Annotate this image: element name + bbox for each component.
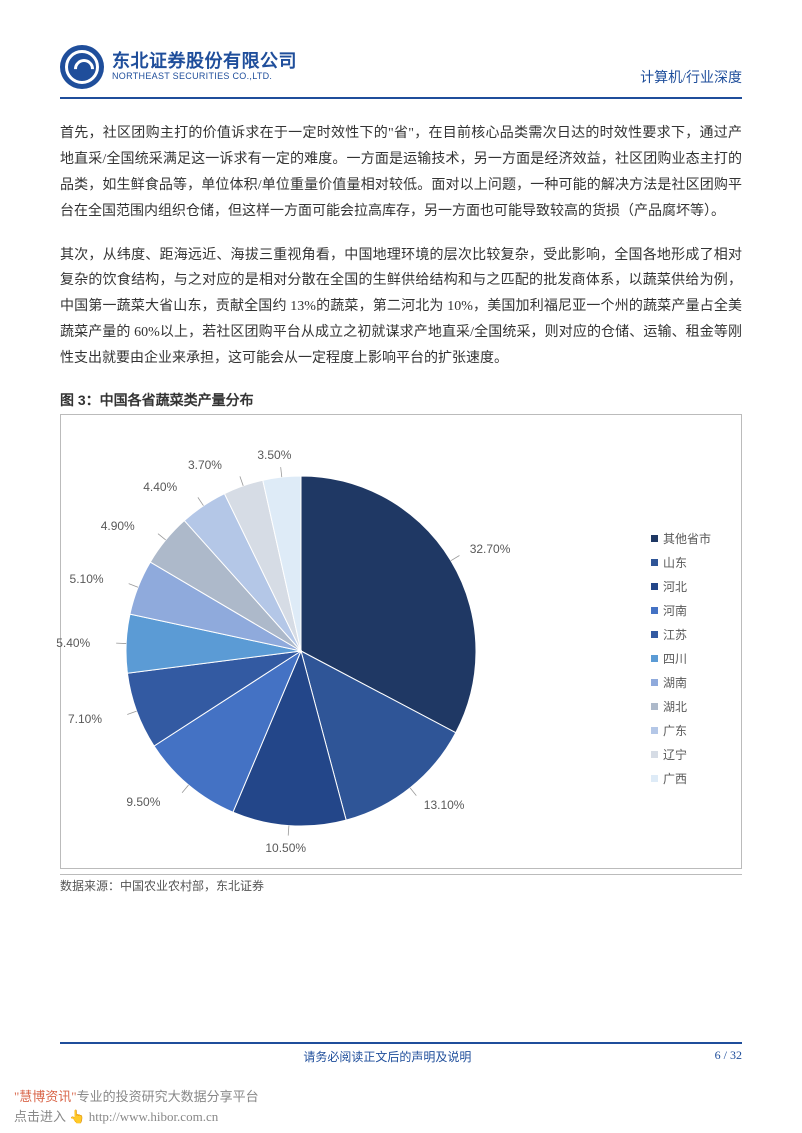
logo-en: NORTHEAST SECURITIES CO.,LTD. [112, 72, 297, 82]
logo-text: 东北证券股份有限公司 NORTHEAST SECURITIES CO.,LTD. [112, 52, 297, 82]
pie-slice-label: 9.50% [126, 795, 160, 809]
paragraph-2: 其次，从纬度、距海远近、海拔三重视角看，中国地理环境的层次比较复杂，受此影响，全… [60, 243, 742, 372]
legend-item: 广东 [651, 722, 711, 739]
legend-item: 山东 [651, 554, 711, 571]
watermark-url: http://www.hibor.com.cn [89, 1109, 219, 1124]
page: 东北证券股份有限公司 NORTHEAST SECURITIES CO.,LTD.… [0, 0, 802, 1133]
legend-label: 湖南 [663, 674, 687, 691]
legend-marker [651, 703, 658, 710]
legend-label: 河南 [663, 602, 687, 619]
legend-label: 江苏 [663, 626, 687, 643]
legend-item: 四川 [651, 650, 711, 667]
legend-label: 广东 [663, 722, 687, 739]
legend-item: 河北 [651, 578, 711, 595]
legend-item: 江苏 [651, 626, 711, 643]
pie-slice-label: 3.70% [188, 458, 222, 472]
legend-item: 河南 [651, 602, 711, 619]
watermark-link-prefix: 点击进入 [14, 1109, 66, 1124]
pie-slice-label: 3.50% [257, 448, 291, 462]
legend-item: 广西 [651, 770, 711, 787]
legend-item: 辽宁 [651, 746, 711, 763]
logo-block: 东北证券股份有限公司 NORTHEAST SECURITIES CO.,LTD. [60, 45, 297, 89]
page-header: 东北证券股份有限公司 NORTHEAST SECURITIES CO.,LTD.… [60, 45, 742, 99]
watermark-link[interactable]: 点击进入 👆 http://www.hibor.com.cn [14, 1106, 218, 1125]
pointer-icon: 👆 [69, 1109, 85, 1124]
pie-slice-label: 10.50% [265, 841, 306, 855]
pie-slice-label: 7.10% [68, 712, 102, 726]
legend-marker [651, 559, 658, 566]
page-footer: 请务必阅读正文后的声明及说明 6 / 32 [60, 1042, 742, 1065]
pie-slice-label: 5.10% [70, 572, 104, 586]
legend-marker [651, 583, 658, 590]
legend-label: 河北 [663, 578, 687, 595]
legend-item: 湖北 [651, 698, 711, 715]
legend-marker [651, 535, 658, 542]
paragraph-1: 首先，社区团购主打的价值诉求在于一定时效性下的"省"，在目前核心品类需次日达的时… [60, 121, 742, 225]
watermark: "慧博资讯"专业的投资研究大数据分享平台 [14, 1086, 259, 1105]
logo-icon [60, 45, 104, 89]
logo-cn: 东北证券股份有限公司 [112, 52, 297, 72]
legend-marker [651, 775, 658, 782]
watermark-text: 专业的投资研究大数据分享平台 [77, 1089, 259, 1104]
legend-label: 其他省市 [663, 530, 711, 547]
legend-marker [651, 727, 658, 734]
legend-item: 湖南 [651, 674, 711, 691]
legend-label: 四川 [663, 650, 687, 667]
pie-slice-label: 4.40% [143, 480, 177, 494]
pie-slice-label: 32.70% [470, 542, 511, 556]
legend-marker [651, 607, 658, 614]
legend-marker [651, 655, 658, 662]
pie-container: 32.70%13.10%10.50%9.50%7.10%5.40%5.10%4.… [91, 435, 511, 855]
pie-chart: 32.70%13.10%10.50%9.50%7.10%5.40%5.10%4.… [60, 414, 742, 869]
legend-label: 广西 [663, 770, 687, 787]
legend-item: 其他省市 [651, 530, 711, 547]
legend-marker [651, 679, 658, 686]
figure-title: 图 3：中国各省蔬菜类产量分布 [60, 390, 742, 410]
legend-label: 辽宁 [663, 746, 687, 763]
legend-label: 山东 [663, 554, 687, 571]
legend-marker [651, 631, 658, 638]
pie-svg [91, 435, 511, 855]
legend-marker [651, 751, 658, 758]
chart-legend: 其他省市山东河北河南江苏四川湖南湖北广东辽宁广西 [651, 530, 711, 794]
footer-disclaimer: 请务必阅读正文后的声明及说明 [60, 1048, 715, 1065]
header-category: 计算机/行业深度 [640, 67, 742, 89]
page-number: 6 / 32 [715, 1048, 742, 1065]
watermark-brand: "慧博资讯" [14, 1089, 77, 1104]
pie-slice-label: 5.40% [56, 636, 90, 650]
data-source: 数据来源：中国农业农村部，东北证券 [60, 874, 742, 894]
legend-label: 湖北 [663, 698, 687, 715]
pie-slice-label: 4.90% [101, 519, 135, 533]
pie-slice-label: 13.10% [424, 798, 465, 812]
